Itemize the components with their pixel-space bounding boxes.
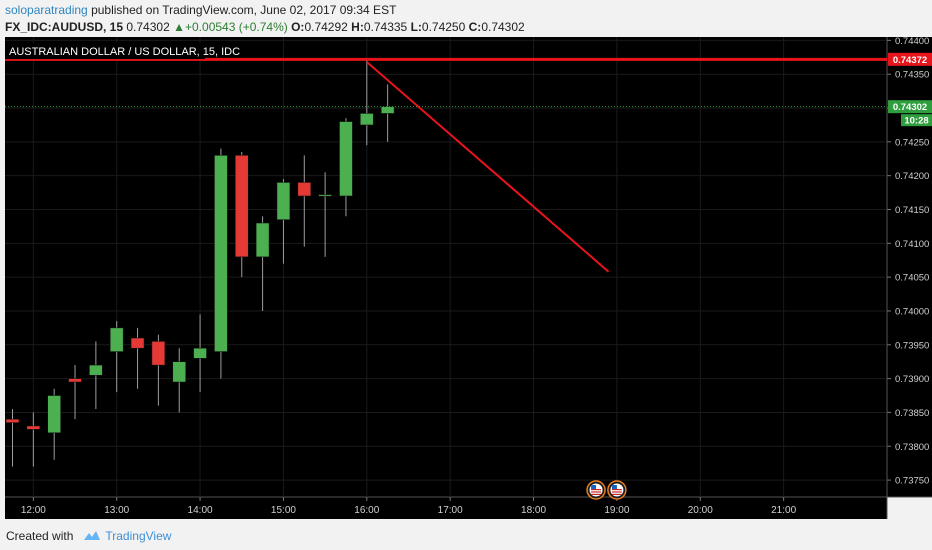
candle-body: [47, 395, 61, 433]
candle-body: [193, 347, 207, 359]
close-label: C:: [468, 20, 482, 34]
x-tick-label: 16:00: [354, 505, 379, 516]
y-tick-label: 0.74000: [895, 306, 929, 317]
candle-body: [109, 327, 124, 352]
trend-line[interactable]: [366, 61, 610, 273]
candle-body: [214, 155, 228, 352]
y-tick-label: 0.73850: [895, 408, 929, 419]
candle-up[interactable]: [172, 348, 186, 413]
candle-body: [235, 155, 249, 258]
y-tick-label: 0.74150: [895, 205, 929, 216]
candle-body: [255, 222, 270, 258]
candle-up[interactable]: [360, 59, 374, 146]
candle-body: [318, 194, 332, 197]
symbol-info-line: FX_IDC:AUDUSD, 15 0.74302 ▲+0.00543 (+0.…: [5, 20, 525, 34]
candle-body: [276, 182, 291, 220]
candle-up[interactable]: [255, 216, 270, 311]
countdown-tag-text: 10:28: [904, 116, 928, 127]
candle-body: [130, 337, 145, 349]
resistance-price-tag-text: 0.74372: [893, 55, 927, 66]
y-tick-label: 0.73950: [895, 340, 929, 351]
low-label: L:: [410, 20, 422, 34]
high-value: 0.74335: [363, 20, 408, 34]
y-tick-label: 0.73900: [895, 374, 929, 385]
candle-body: [89, 364, 103, 376]
chart-title: AUSTRALIAN DOLLAR / US DOLLAR, 15, IDC: [9, 46, 240, 58]
publisher-line: soloparatrading published on TradingView…: [5, 3, 396, 17]
tradingview-brand-link[interactable]: TradingView: [105, 529, 172, 543]
candle-up[interactable]: [214, 148, 228, 379]
us-flag-event-icon[interactable]: [607, 480, 627, 500]
x-tick-label: 21:00: [771, 505, 796, 516]
y-tick-label: 0.74400: [895, 37, 929, 47]
y-tick-label: 0.74100: [895, 239, 929, 250]
y-tick-label: 0.74050: [895, 273, 929, 284]
candle-up[interactable]: [380, 84, 395, 142]
candle-down[interactable]: [68, 365, 82, 420]
us-flag-event-icon[interactable]: [586, 480, 606, 500]
candle-up[interactable]: [318, 172, 332, 257]
close-value: 0.74302: [481, 20, 525, 34]
y-tick-label: 0.73750: [895, 476, 929, 487]
candle-up[interactable]: [193, 314, 207, 393]
x-tick-label: 17:00: [438, 505, 463, 516]
x-tick-label: 18:00: [521, 505, 546, 516]
x-tick-label: 15:00: [271, 505, 296, 516]
open-label: O:: [291, 20, 305, 34]
y-tick-label: 0.74200: [895, 171, 929, 182]
current-price-tag-text: 0.74302: [893, 102, 927, 113]
candle-up[interactable]: [109, 321, 124, 393]
x-tick-label: 19:00: [604, 505, 629, 516]
plot-area[interactable]: [5, 37, 887, 497]
candle-body: [380, 106, 395, 114]
resistance-price-tag: [888, 52, 932, 66]
countdown-tag: [901, 114, 932, 127]
candle-down[interactable]: [297, 155, 311, 247]
candle-down[interactable]: [5, 409, 20, 467]
y-tick-label: 0.74350: [895, 70, 929, 81]
candle-body: [5, 418, 20, 423]
x-tick-label: 12:00: [21, 505, 46, 516]
candle-body: [68, 378, 82, 383]
candle-body: [297, 182, 311, 197]
up-arrow-icon: ▲: [173, 20, 185, 34]
footer: Created with TradingView: [6, 529, 171, 543]
price-chart[interactable]: 0.744000.743500.743000.742500.742000.741…: [0, 37, 932, 519]
candle-up[interactable]: [339, 118, 353, 217]
time-axis[interactable]: [5, 497, 887, 519]
last-price: 0.74302: [126, 20, 170, 34]
candle-down[interactable]: [26, 412, 41, 467]
low-value: 0.74250: [421, 20, 466, 34]
candle-body: [26, 425, 41, 430]
candle-up[interactable]: [47, 388, 61, 460]
candle-up[interactable]: [276, 179, 291, 264]
open-value: 0.74292: [304, 20, 348, 34]
y-tick-label: 0.74250: [895, 137, 929, 148]
price-axis[interactable]: [887, 37, 932, 497]
candle-body: [360, 113, 374, 126]
x-tick-label: 14:00: [188, 505, 213, 516]
tradingview-logo-icon[interactable]: [83, 530, 101, 542]
candle-body: [151, 341, 166, 366]
x-tick-label: 20:00: [688, 505, 713, 516]
candle-up[interactable]: [89, 341, 103, 410]
candle-body: [172, 361, 186, 383]
candle-body: [339, 121, 353, 197]
publisher-name[interactable]: soloparatrading: [5, 3, 88, 17]
published-text: published on TradingView.com, June 02, 2…: [91, 3, 397, 17]
y-tick-label: 0.73800: [895, 442, 929, 453]
price-change: +0.00543 (+0.74%): [185, 20, 288, 34]
current-price-tag: [888, 100, 932, 114]
x-tick-label: 13:00: [104, 505, 129, 516]
candle-down[interactable]: [151, 334, 166, 406]
high-label: H:: [351, 20, 364, 34]
candle-down[interactable]: [130, 327, 145, 389]
symbol-name[interactable]: FX_IDC:AUDUSD, 15: [5, 20, 124, 34]
created-with-text: Created with: [6, 529, 74, 543]
candle-down[interactable]: [235, 152, 249, 278]
